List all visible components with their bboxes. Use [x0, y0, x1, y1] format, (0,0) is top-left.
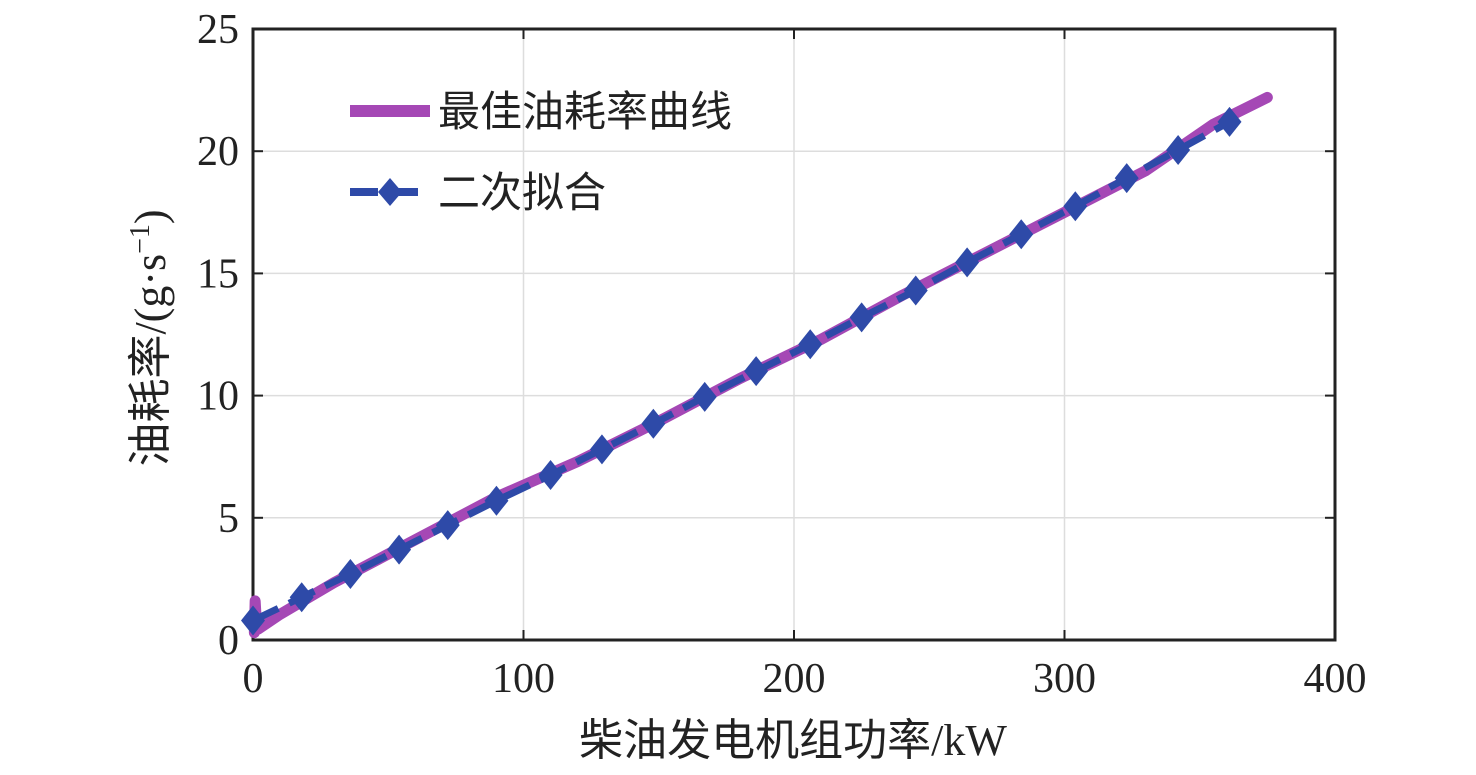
x-tick-label: 400: [1304, 656, 1367, 702]
x-axis-title: 柴油发电机组功率/kW: [579, 716, 1007, 765]
y-tick-label: 15: [197, 251, 239, 297]
x-tick-label: 300: [1033, 656, 1096, 702]
data-point-diamond: [538, 460, 563, 491]
y-axis-title-main: 油耗率/(g·s: [126, 254, 175, 467]
data-point-diamond: [387, 534, 412, 565]
x-tick-label: 100: [492, 656, 555, 702]
y-tick-label: 5: [218, 496, 239, 542]
data-point-diamond: [1009, 219, 1034, 250]
x-tick-labels: 0 100 200 300 400: [243, 656, 1367, 702]
legend-label-optimal-curve: 最佳油耗率曲线: [438, 89, 732, 136]
data-point-diamond: [955, 247, 980, 278]
data-point-diamond: [289, 582, 314, 613]
x-tick-label: 200: [763, 656, 826, 702]
data-point-diamond: [849, 302, 874, 333]
data-point-diamond: [798, 329, 823, 360]
data-point-diamond: [1063, 191, 1088, 222]
data-point-diamond: [1114, 163, 1139, 194]
grid-lines: [252, 28, 1336, 641]
y-axis-title-exponent: −1: [125, 224, 156, 254]
data-point-diamond: [1217, 106, 1242, 137]
data-point-diamond: [589, 434, 614, 465]
data-point-diamond: [641, 408, 666, 439]
y-tick-label: 25: [197, 7, 239, 53]
y-tick-label: 10: [197, 374, 239, 420]
data-point-diamond: [484, 485, 509, 516]
plot-frame: [251, 27, 1337, 642]
data-point-diamond: [692, 381, 717, 412]
y-tick-label: 20: [197, 129, 239, 175]
y-axis-title-close: ): [126, 209, 175, 224]
y-axis-title: 油耗率/(g·s−1): [125, 209, 175, 466]
y-tick-label: 0: [218, 618, 239, 664]
x-tick-label: 0: [243, 656, 264, 702]
data-point-diamond: [338, 559, 363, 590]
legend: 最佳油耗率曲线 二次拟合: [350, 89, 732, 217]
series-layer: [241, 91, 1273, 639]
data-point-diamond: [241, 605, 265, 636]
data-point-diamond: [744, 356, 769, 387]
data-point-diamond: [903, 275, 928, 306]
legend-label-quadratic-fit: 二次拟合: [438, 171, 606, 217]
data-point-diamond: [435, 510, 460, 541]
data-point-diamond: [1166, 134, 1191, 165]
legend-diamond-marker: [378, 178, 402, 206]
y-tick-labels: 0 5 10 15 20 25: [197, 7, 239, 664]
